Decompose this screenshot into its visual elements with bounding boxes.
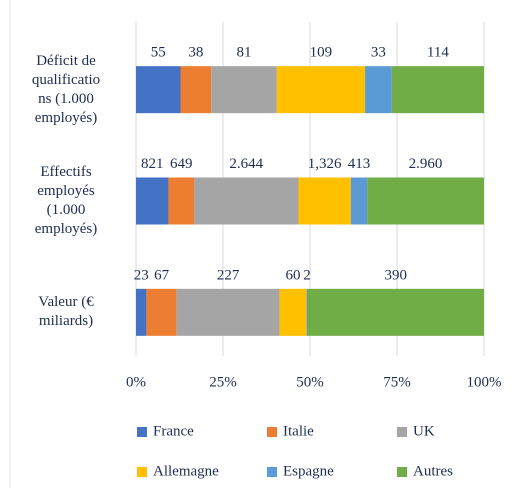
legend-swatch xyxy=(137,427,147,437)
bar-segment xyxy=(180,66,212,114)
x-tick-label: 50% xyxy=(296,374,324,390)
legend-swatch xyxy=(397,427,407,437)
data-label: 2.960 xyxy=(409,156,443,172)
data-label: 114 xyxy=(427,45,449,61)
x-tick-label: 0% xyxy=(126,374,146,390)
data-label: 38 xyxy=(188,45,203,61)
data-label: 23 xyxy=(134,267,149,283)
bar-segment xyxy=(391,66,484,114)
data-label: 1,326 xyxy=(308,156,342,172)
x-tick-label: 75% xyxy=(383,374,411,390)
data-label: 81 xyxy=(237,45,252,61)
y-tick-label: Déficit de qualificatio ns (1.000 employ… xyxy=(31,52,101,126)
data-label: 109 xyxy=(310,45,333,61)
bar-segment xyxy=(136,288,147,336)
bar-segment xyxy=(279,288,307,336)
bar-segment xyxy=(146,288,177,336)
y-tick-label: Valeur (€ miliards) xyxy=(38,294,94,330)
legend-label: Autres xyxy=(413,463,453,479)
legend-swatch xyxy=(267,467,277,477)
bar-segment xyxy=(168,177,195,225)
bar-segment xyxy=(176,288,280,336)
data-label: 649 xyxy=(170,156,193,172)
data-label: 390 xyxy=(385,267,408,283)
bar-segment xyxy=(276,66,366,114)
bar-segment xyxy=(194,177,299,225)
bar-segment xyxy=(350,177,368,225)
bar-segment xyxy=(307,288,484,336)
data-label: 2.644 xyxy=(229,156,263,172)
data-label: 60 xyxy=(286,267,301,283)
legend-swatch xyxy=(397,467,407,477)
data-label: 2 xyxy=(303,267,311,283)
legend-label: Allemagne xyxy=(153,463,219,479)
legend-label: Espagne xyxy=(283,463,334,479)
legend-label: UK xyxy=(413,423,435,439)
legend-swatch xyxy=(137,467,147,477)
data-label: 821 xyxy=(141,156,164,172)
bar-segment xyxy=(306,288,308,336)
bar-segment xyxy=(136,66,181,114)
data-label: 413 xyxy=(348,156,371,172)
bar-segment xyxy=(136,177,169,225)
y-tick-label: Effectifs employés (1.000 employés) xyxy=(34,164,98,237)
data-label: 227 xyxy=(217,267,240,283)
x-tick-label: 100% xyxy=(467,374,502,390)
legend-label: Italie xyxy=(283,423,314,439)
data-label: 55 xyxy=(151,45,166,61)
x-tick-label: 25% xyxy=(209,374,237,390)
legend-swatch xyxy=(267,427,277,437)
legend-label: France xyxy=(153,423,194,439)
bar-segment xyxy=(211,66,277,114)
bar-segment xyxy=(365,66,392,114)
bar-segment xyxy=(367,177,484,225)
data-label: 33 xyxy=(371,45,386,61)
data-label: 67 xyxy=(154,267,170,283)
bar-segment xyxy=(298,177,351,225)
